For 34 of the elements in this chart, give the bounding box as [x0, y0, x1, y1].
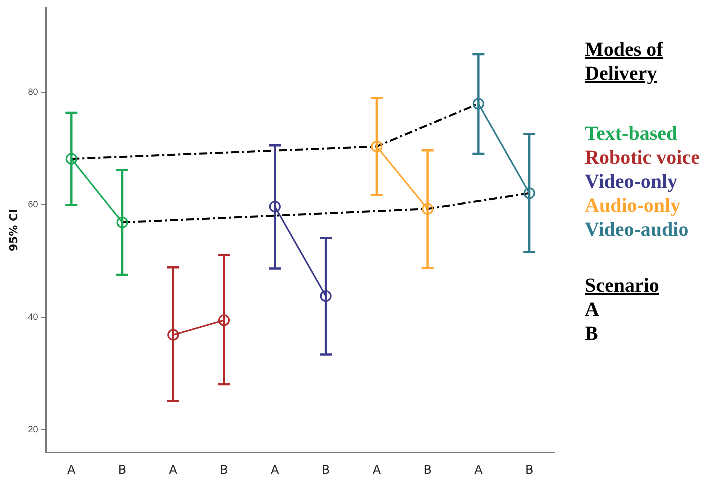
point — [371, 140, 383, 153]
x-tick-label: B — [118, 462, 127, 477]
text: Text-based — [585, 122, 679, 146]
point — [320, 290, 332, 302]
x-tick-label: B — [220, 462, 228, 477]
y-tick-label: 80 — [28, 87, 38, 98]
y-tick-label: 60 — [28, 200, 38, 210]
point — [218, 314, 230, 326]
x-tick-label: B — [424, 462, 432, 477]
x-tick-label: A — [474, 462, 484, 477]
point — [66, 153, 78, 165]
legend-title: Modes of Delivery — [585, 38, 664, 86]
x-tick-label: A — [68, 462, 77, 477]
x-tick-label: A — [169, 462, 178, 477]
text: Scenario — [585, 274, 660, 298]
text: Robotic voice — [585, 146, 700, 170]
x-tick-label: B — [525, 462, 534, 477]
point — [168, 329, 180, 341]
point — [524, 188, 536, 200]
text: B — [585, 322, 600, 346]
point — [269, 201, 281, 213]
text: Video-only — [585, 170, 679, 194]
x-tick-label: A — [271, 462, 280, 477]
point — [472, 98, 484, 110]
text: Video-audio — [585, 218, 690, 242]
x-tick-label: B — [322, 462, 330, 477]
y-tick-label: 40 — [28, 312, 38, 322]
point — [116, 216, 128, 228]
y-tick-label: 20 — [28, 424, 38, 435]
text: Audio-only — [585, 194, 682, 218]
text: A — [585, 298, 600, 322]
point — [422, 203, 434, 215]
x-tick-label: A — [372, 462, 382, 477]
y-axis-title: 95% CI — [7, 209, 20, 252]
